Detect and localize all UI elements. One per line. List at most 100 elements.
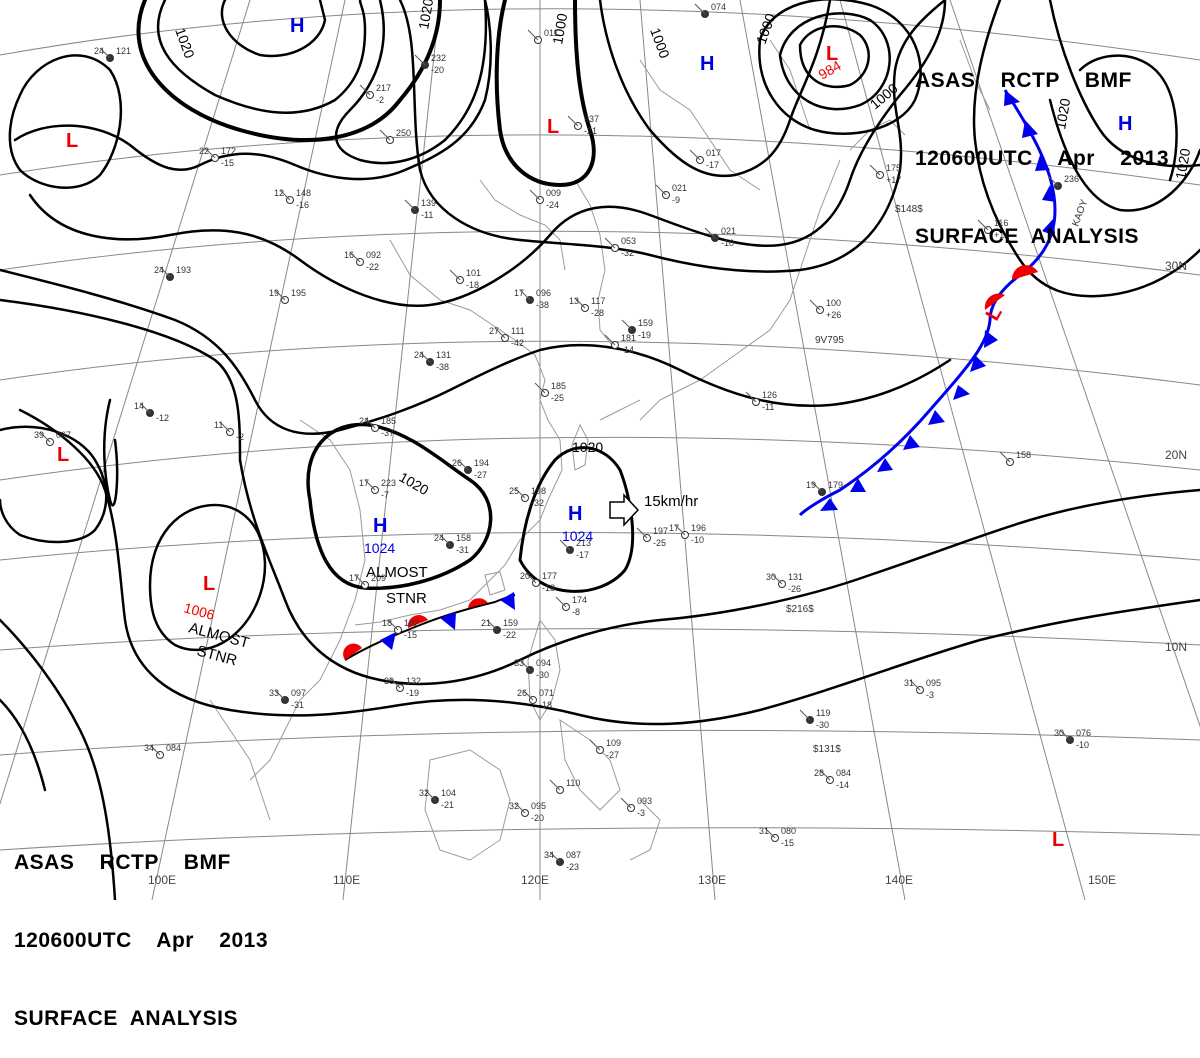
wind-barb — [149, 744, 161, 756]
station-temp: 24 — [359, 416, 369, 426]
station-dewpoint: -17 — [706, 160, 719, 170]
yellow-sea-coast — [479, 179, 566, 271]
station-temp: 32 — [509, 801, 519, 811]
ship-code: $131$ — [813, 744, 841, 755]
low-symbol: L — [826, 43, 838, 65]
station-plot: 217-2 — [359, 83, 391, 105]
station-temp: 20 — [520, 571, 530, 581]
station-dewpoint: -18 — [466, 280, 479, 290]
station-temp: 33 — [269, 688, 279, 698]
station-plot: 021-9 — [655, 183, 687, 205]
station-pressure: 074 — [711, 2, 726, 12]
station-pressure: 209 — [371, 573, 386, 583]
wind-barb — [439, 534, 451, 546]
station-temp: 30 — [766, 572, 776, 582]
parallel-5n — [0, 729, 1200, 756]
station-pressure: 117 — [591, 296, 605, 306]
station-pressure: 053 — [621, 236, 636, 246]
station-temp: 16 — [344, 250, 354, 260]
station-dewpoint: -11 — [421, 210, 433, 220]
wind-barb — [555, 596, 567, 608]
station-plot: 21 159 -22 — [481, 618, 518, 640]
borneo — [424, 749, 511, 861]
korea-peninsula — [574, 179, 626, 351]
wind-barb — [379, 129, 391, 141]
station-pressure: 092 — [366, 250, 381, 260]
station-pressure: 131 — [788, 572, 803, 582]
station-plot: 139-11 — [404, 198, 436, 220]
wind-barb — [159, 266, 171, 278]
station-dewpoint: -9 — [672, 195, 680, 205]
station-temp: 33 — [514, 658, 524, 668]
meridian-100e — [151, 0, 346, 900]
parallel-20n — [0, 436, 1200, 481]
wind-barb — [219, 421, 231, 433]
isobar-north-1000-a — [8, 54, 123, 189]
station-dewpoint: -8 — [572, 607, 580, 617]
isobar-top-bold — [136, 0, 442, 142]
lat-label-20n: 20N — [1165, 448, 1187, 462]
low-symbol: L — [547, 116, 559, 138]
station-pressure: 198 — [531, 486, 546, 496]
station-dewpoint: -14 — [836, 780, 849, 790]
station-temp: 19 — [269, 288, 279, 298]
wind-barb — [999, 451, 1011, 463]
wind-barb — [655, 184, 667, 196]
almost-stnr-label-h-2: STNR — [386, 590, 427, 607]
malay-coast — [209, 699, 271, 821]
station-pressure: 080 — [781, 826, 796, 836]
station-plot: 33 094 -30 — [514, 658, 551, 680]
station-temp: 32 — [419, 788, 429, 798]
station-dewpoint: +17 — [886, 175, 901, 185]
station-plot: 232-20 — [414, 53, 446, 75]
station-temp: 26 — [452, 458, 462, 468]
japan-kyushu — [639, 379, 701, 421]
isobar-mid-2 — [0, 298, 242, 462]
station-pressure: 126 — [762, 390, 777, 400]
meridian-150e — [839, 0, 1086, 900]
station-pressure: 121 — [116, 46, 131, 56]
station-dewpoint: -15 — [221, 158, 234, 168]
station-plot: 213-17 — [559, 538, 591, 560]
wind-barb — [811, 481, 823, 493]
station-plot: 011 — [527, 28, 558, 44]
station-plot: 24 193 — [154, 265, 191, 281]
station-temp: 13 — [569, 296, 579, 306]
station-pressure: 095 — [531, 801, 546, 811]
station-temp: 19 — [806, 480, 816, 490]
station-pressure: 158 — [456, 533, 471, 543]
station-dewpoint: -20 — [431, 65, 444, 75]
sulawesi — [629, 799, 661, 861]
wind-barb — [525, 572, 537, 584]
almost-stnr-label-h-1: ALMOST — [366, 564, 428, 581]
station-plot: 13 117 -28 — [569, 296, 605, 318]
russia-coast — [639, 59, 761, 191]
station-plot: 24 185 -37 — [359, 416, 396, 438]
high-value: 1024 — [562, 528, 593, 544]
hainan — [484, 571, 506, 596]
wind-barb — [764, 827, 776, 839]
station-temp: 17 — [669, 523, 679, 533]
station-temp: 31 — [904, 678, 914, 688]
station-temp: 30 — [384, 676, 394, 686]
wind-barb — [636, 527, 648, 539]
lon-label-140e: 140E — [885, 873, 913, 887]
station-dewpoint: -20 — [531, 813, 544, 823]
station-dewpoint: -16 — [296, 200, 309, 210]
station-dewpoint: -15 — [404, 630, 417, 640]
wind-barb — [522, 689, 534, 701]
station-dewpoint: -22 — [503, 630, 516, 640]
wind-barb — [139, 402, 151, 414]
wind-barb — [494, 327, 506, 339]
station-plot: 19 195 — [269, 288, 306, 304]
station-pressure: 097 — [291, 688, 306, 698]
wind-barb — [419, 351, 431, 363]
station-pressure: 159 — [503, 618, 518, 628]
isobar-1020-east-b — [1048, 98, 1200, 212]
isobar-north-1010-b — [334, 0, 488, 165]
station-plot: 175+17 — [869, 163, 901, 185]
station-plot: 250 — [379, 128, 411, 144]
ship-code: $148$ — [895, 204, 923, 215]
high-symbol: H — [373, 515, 387, 537]
header-line-1: ASAS RCTP BMF — [915, 69, 1132, 92]
